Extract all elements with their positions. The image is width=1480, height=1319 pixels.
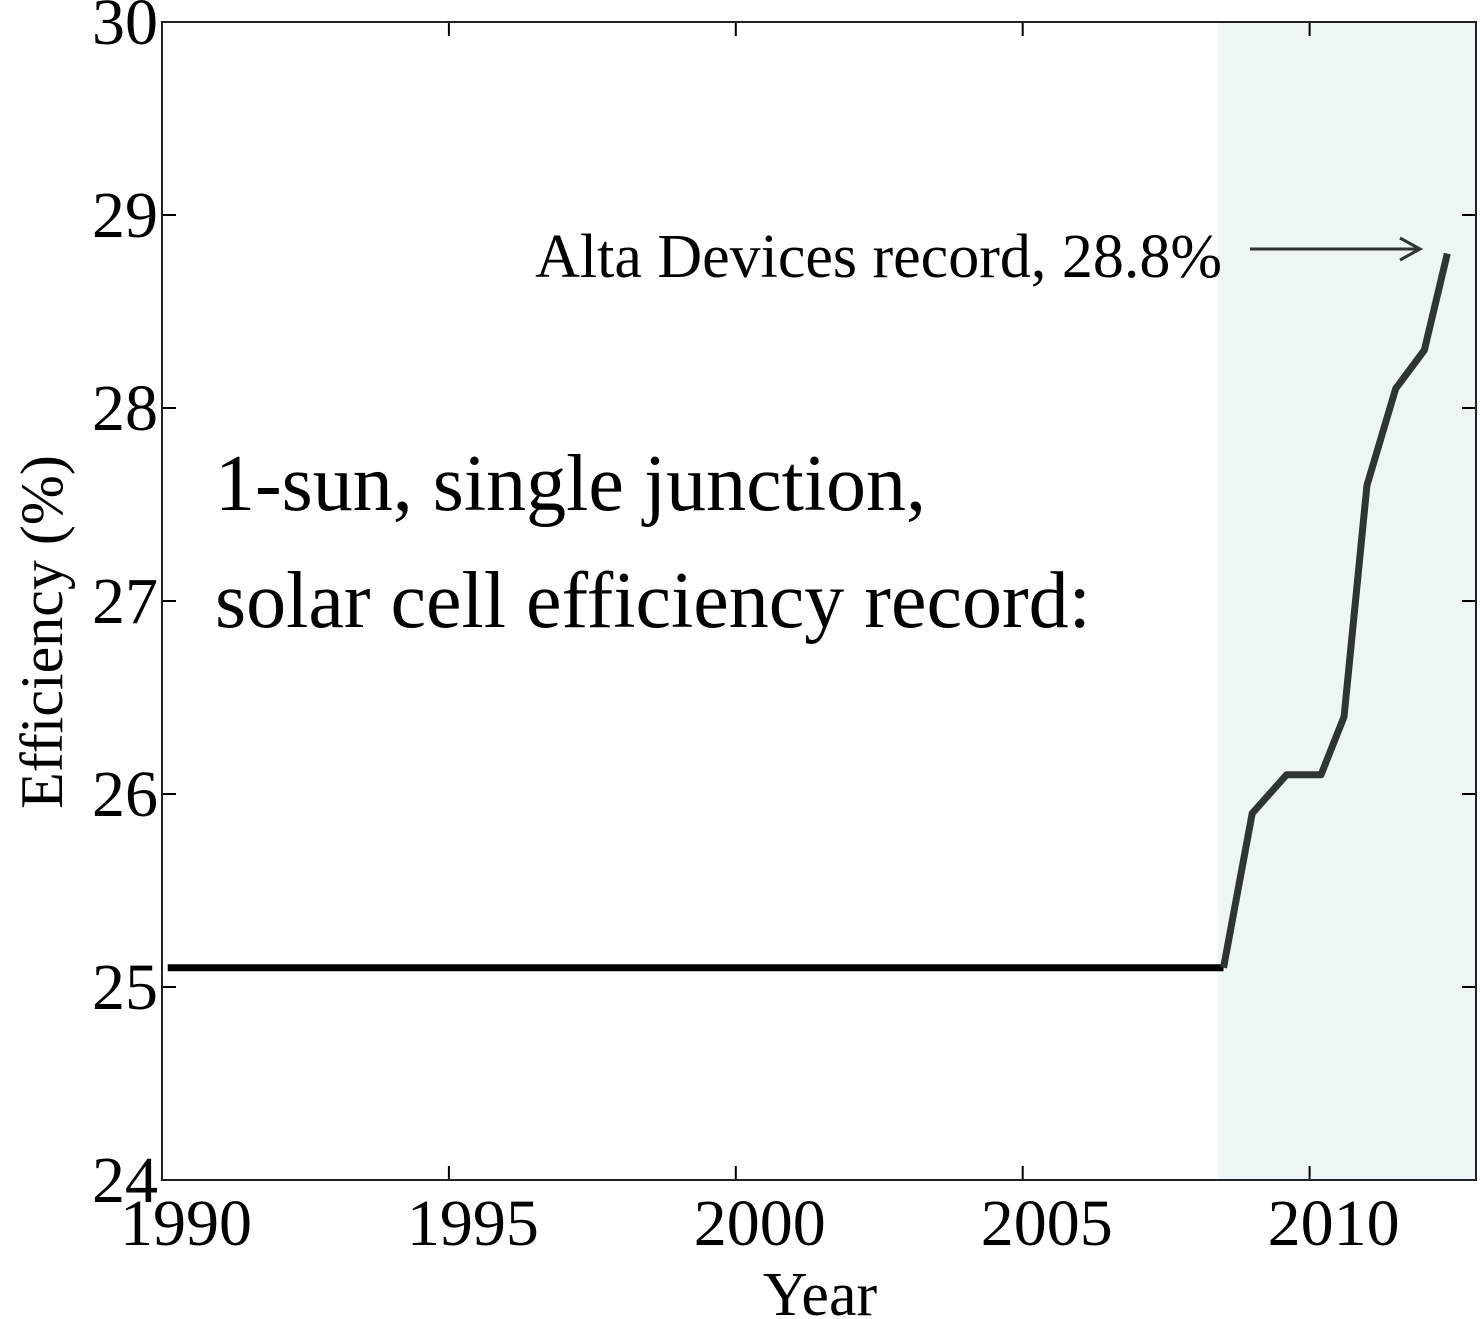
y-tick-label: 30: [92, 0, 158, 59]
x-axis-label: Year: [763, 1261, 878, 1319]
annotation: 1-sun, single junction,: [215, 440, 926, 528]
x-tick-label: 2005: [981, 1187, 1113, 1260]
shaded-region: [1217, 22, 1476, 1180]
y-tick-label: 27: [92, 565, 158, 638]
plot-frame: [161, 21, 1477, 1181]
y-tick-label: 25: [92, 951, 158, 1024]
line: [1220, 252, 1451, 969]
x-tick-label: 2010: [1268, 1187, 1400, 1260]
x-tick-label: 1990: [120, 1187, 252, 1260]
annotation: solar cell efficiency record:: [215, 557, 1091, 645]
x-tick-label: 2000: [694, 1187, 826, 1260]
arrow-head: [1399, 236, 1424, 262]
y-tick-label: 28: [92, 372, 158, 445]
y-axis-label: Efficiency (%): [9, 455, 75, 809]
annotation: Alta Devices record, 28.8%: [535, 223, 1222, 291]
y-tick-label: 29: [92, 179, 158, 252]
plot-background: [1217, 22, 1476, 1180]
y-tick-label: 26: [92, 758, 158, 831]
y-tick-label: 24: [92, 1144, 158, 1217]
x-tick-label: 1995: [407, 1187, 539, 1260]
